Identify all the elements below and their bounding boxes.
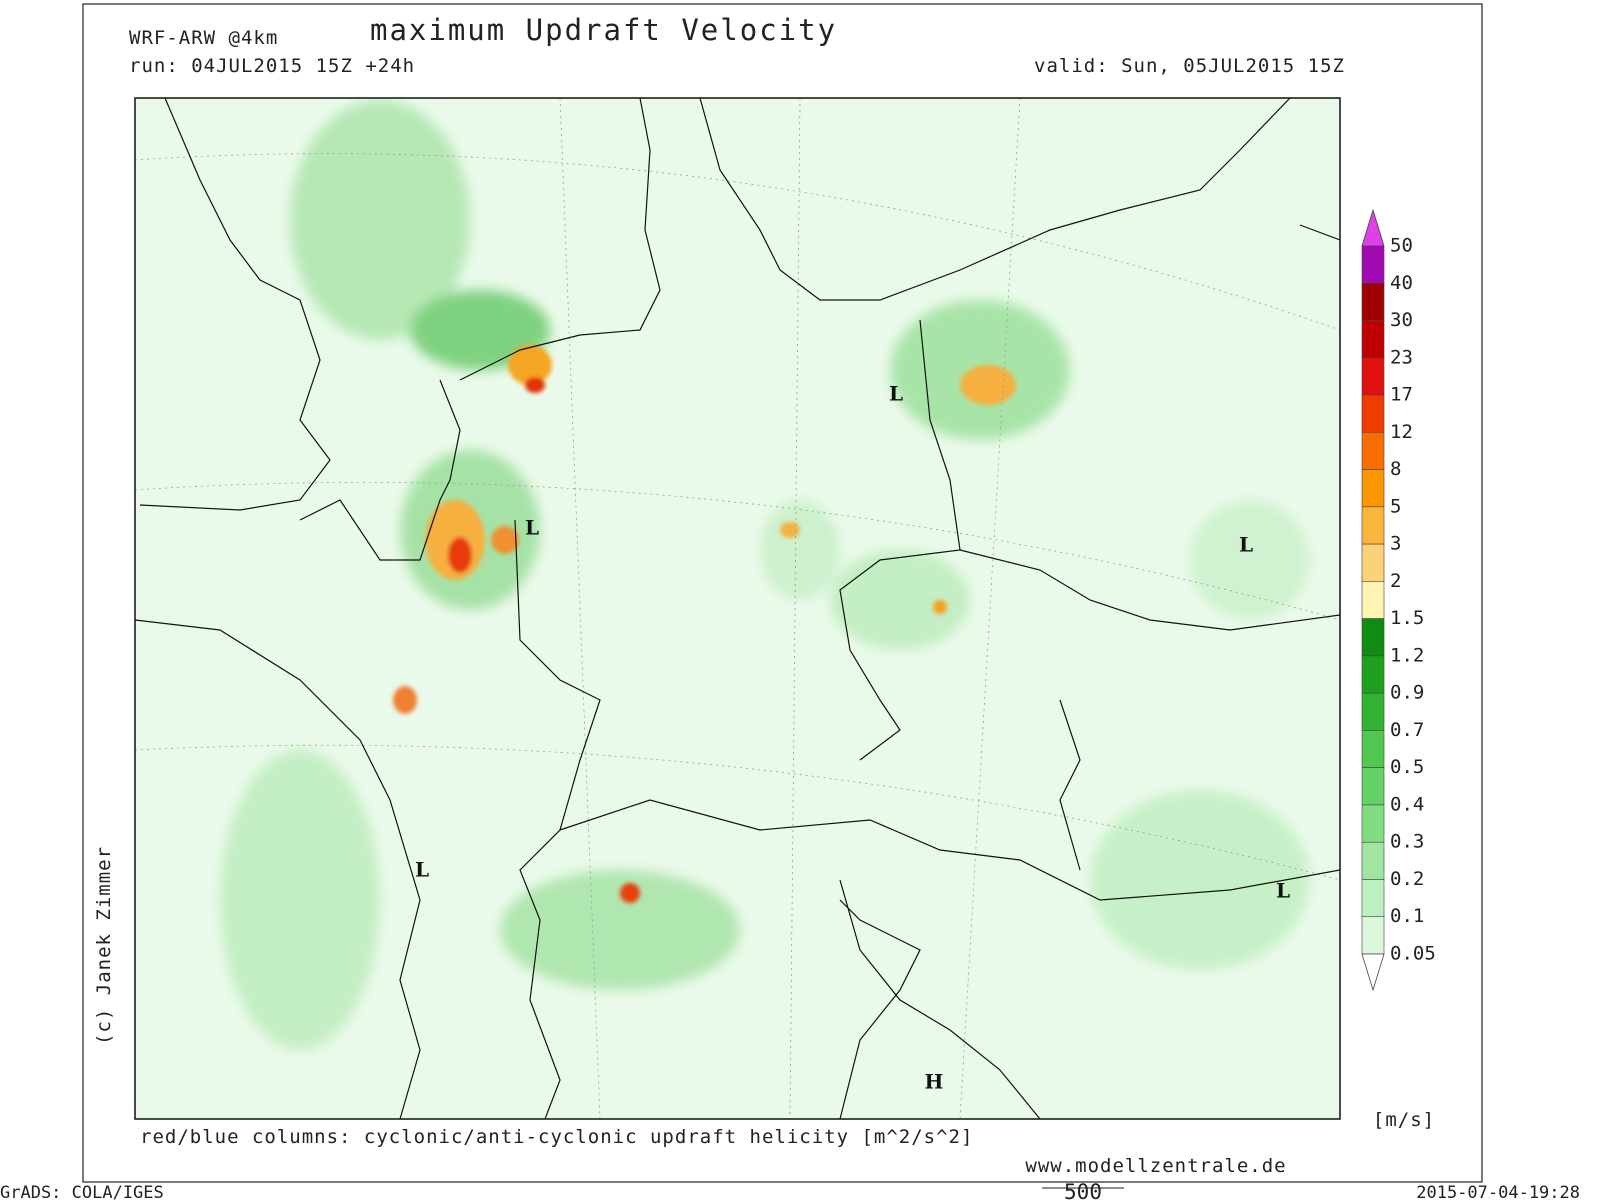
colorbar-box bbox=[1361, 469, 1385, 508]
colorbar-bottom-triangle bbox=[1361, 953, 1385, 992]
map-border bbox=[134, 97, 1341, 1120]
colorbar-box bbox=[1361, 506, 1385, 545]
colorbar-box bbox=[1361, 730, 1385, 768]
colorbar-label: 0.7 bbox=[1390, 719, 1424, 741]
colorbar-label: 8 bbox=[1390, 458, 1401, 480]
colorbar-label: 23 bbox=[1390, 346, 1413, 368]
colorbar: 50 40 30 23 17 12 8 5 3 2 1.5 1.2 0.9 0.7 0.5 0.4 0.3 0.2… bbox=[1361, 208, 1436, 992]
colorbar-box bbox=[1361, 432, 1385, 470]
title: maximum Updraft Velocity bbox=[370, 13, 837, 47]
colorbar-label: 17 bbox=[1390, 384, 1413, 406]
colorbar-label: 0.2 bbox=[1390, 868, 1424, 890]
pressure-center: L bbox=[1239, 533, 1253, 557]
colorbar-box bbox=[1361, 655, 1385, 694]
website: www.modellzentrale.de bbox=[1025, 1155, 1286, 1177]
colorbar-box bbox=[1361, 543, 1385, 582]
colorbar-label: 50 bbox=[1390, 235, 1413, 257]
graticule bbox=[135, 98, 1340, 1119]
colorbar-label: 1.5 bbox=[1390, 607, 1424, 629]
unit-label: [m/s] bbox=[1373, 1109, 1435, 1131]
pressure-center: L bbox=[525, 516, 539, 540]
pressure-center: L bbox=[415, 858, 429, 882]
colorbar-label: 0.05 bbox=[1390, 943, 1436, 965]
colorbar-box bbox=[1361, 357, 1385, 396]
storm-cells bbox=[393, 345, 1016, 903]
scale-label: 500 bbox=[1064, 1180, 1102, 1200]
software-label: GrADS: COLA/IGES bbox=[0, 1183, 164, 1200]
colorbar-label: 0.4 bbox=[1390, 793, 1424, 815]
colorbar-label: 0.9 bbox=[1390, 682, 1424, 704]
colorbar-label: 0.1 bbox=[1390, 905, 1424, 927]
colorbar-box bbox=[1361, 282, 1385, 321]
model-label: WRF-ARW @4km bbox=[129, 27, 278, 49]
valid-label: valid: Sun, 05JUL2015 15Z bbox=[1034, 55, 1345, 77]
colorbar-box bbox=[1361, 879, 1385, 918]
pressure-center: L bbox=[889, 382, 903, 406]
colorbar-label: 2 bbox=[1390, 570, 1401, 592]
colorbar-label: 40 bbox=[1390, 272, 1413, 294]
colorbar-box bbox=[1361, 916, 1385, 955]
helicity-note: red/blue columns: cyclonic/anti-cyclonic… bbox=[140, 1126, 973, 1148]
colorbar-box bbox=[1361, 767, 1385, 806]
pressure-center: L bbox=[1276, 879, 1290, 903]
colorbar-box bbox=[1361, 841, 1385, 880]
colorbar-box bbox=[1361, 804, 1385, 843]
colorbar-label: 0.5 bbox=[1390, 756, 1424, 778]
map-area: L L L L L H bbox=[134, 97, 1341, 1120]
pressure-centers: L L L L L H bbox=[415, 382, 1290, 1094]
copyright: (c) Janek Zimmer bbox=[93, 846, 115, 1045]
colorbar-label: 30 bbox=[1390, 309, 1413, 331]
colorbar-box bbox=[1361, 618, 1385, 657]
run-label: run: 04JUL2015 15Z +24h bbox=[129, 55, 415, 77]
colorbar-label: 12 bbox=[1390, 421, 1413, 443]
colorbar-box bbox=[1361, 394, 1385, 433]
colorbar-label: 1.2 bbox=[1390, 644, 1424, 666]
timestamp: 2015-07-04-19:28 bbox=[1416, 1183, 1580, 1200]
colorbar-label: 5 bbox=[1390, 495, 1401, 517]
colorbar-box bbox=[1361, 692, 1385, 731]
colorbar-box bbox=[1361, 320, 1385, 359]
pressure-center: H bbox=[925, 1070, 944, 1094]
colorbar-box bbox=[1361, 581, 1385, 619]
coastlines-borders bbox=[135, 98, 1340, 1119]
colorbar-box bbox=[1361, 245, 1385, 284]
colorbar-label: 3 bbox=[1390, 533, 1401, 555]
colorbar-label: 0.3 bbox=[1390, 831, 1424, 853]
